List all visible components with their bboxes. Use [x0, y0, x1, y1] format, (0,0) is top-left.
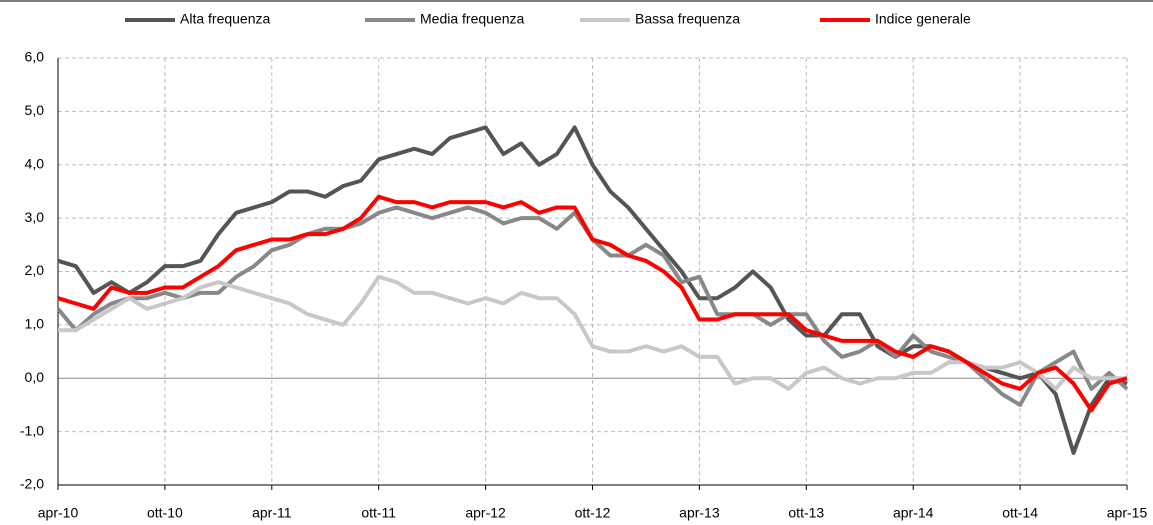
legend-label: Bassa frequenza — [635, 11, 740, 27]
y-tick-label: 2,0 — [25, 262, 45, 278]
y-tick-label: 1,0 — [25, 316, 45, 332]
y-tick-label: -1,0 — [20, 422, 44, 438]
x-tick-label: apr-14 — [893, 505, 934, 521]
x-tick-label: ott-11 — [361, 505, 396, 521]
y-tick-label: 4,0 — [25, 155, 45, 171]
x-tick-label: ott-10 — [147, 505, 183, 521]
x-tick-label: apr-15 — [1107, 505, 1148, 521]
y-tick-label: 3,0 — [25, 209, 45, 225]
y-tick-label: 5,0 — [25, 102, 45, 118]
x-tick-label: apr-13 — [679, 505, 720, 521]
x-tick-label: ott-12 — [575, 505, 611, 521]
x-tick-label: apr-11 — [252, 505, 292, 521]
x-tick-label: ott-14 — [1002, 505, 1038, 521]
y-tick-label: 0,0 — [25, 369, 45, 385]
x-tick-label: apr-10 — [38, 505, 79, 521]
y-tick-label: -2,0 — [20, 476, 44, 492]
x-tick-label: apr-12 — [465, 505, 506, 521]
legend-label: Media frequenza — [420, 11, 525, 27]
legend-label: Alta frequenza — [180, 11, 270, 27]
x-tick-label: ott-13 — [788, 505, 824, 521]
legend-label: Indice generale — [875, 11, 971, 27]
series-line — [57, 194, 1128, 413]
y-tick-label: 6,0 — [25, 49, 45, 65]
series-line — [58, 274, 1127, 391]
